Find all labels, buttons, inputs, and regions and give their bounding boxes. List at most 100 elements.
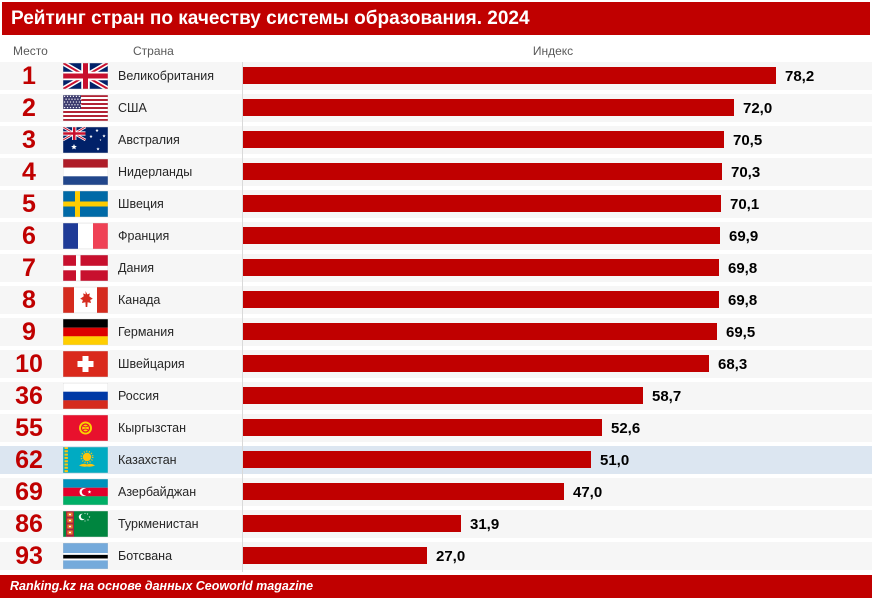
rank-cell: 69 bbox=[15, 478, 43, 506]
index-bar bbox=[243, 355, 709, 372]
index-value: 52,6 bbox=[611, 420, 641, 437]
table-row: 4 Нидерланды 70,3 bbox=[0, 158, 872, 186]
country-label: Канада bbox=[118, 293, 161, 307]
table-row: 1 Великобритания 78,2 bbox=[0, 62, 872, 90]
table-row: 9 Германия 69,5 bbox=[0, 318, 872, 346]
index-value: 70,3 bbox=[731, 164, 761, 181]
country-label: Россия bbox=[118, 389, 159, 403]
page-title: Рейтинг стран по качеству системы образо… bbox=[11, 8, 530, 29]
table-row: 5 Швеция 70,1 bbox=[0, 190, 872, 218]
country-label: Великобритания bbox=[118, 69, 214, 83]
flag-bw-icon bbox=[63, 543, 108, 569]
index-bar bbox=[243, 547, 427, 564]
table-row: 93 Ботсвана 27,0 bbox=[0, 542, 872, 570]
rank-cell: 55 bbox=[15, 414, 43, 442]
flag-ch-icon bbox=[63, 351, 108, 377]
rank-cell: 5 bbox=[22, 190, 36, 218]
table-row: 10 Швейцария 68,3 bbox=[0, 350, 872, 378]
rank-cell: 7 bbox=[22, 254, 36, 282]
index-bar bbox=[243, 483, 564, 500]
ranking-table: 1 Великобритания 78,2 2 США 72,0 3 Австр… bbox=[0, 62, 872, 574]
rank-cell: 6 bbox=[22, 222, 36, 250]
rank-cell: 10 bbox=[15, 350, 43, 378]
table-row: 3 Австралия 70,5 bbox=[0, 126, 872, 154]
rank-cell: 8 bbox=[22, 286, 36, 314]
country-label: Кыргызстан bbox=[118, 421, 187, 435]
country-label: Нидерланды bbox=[118, 165, 193, 179]
flag-tm-icon bbox=[63, 511, 108, 537]
rank-cell: 3 bbox=[22, 126, 36, 154]
table-row: 86 Туркменистан 31,9 bbox=[0, 510, 872, 538]
country-label: Германия bbox=[118, 325, 175, 339]
column-header-index: Индекс bbox=[532, 44, 574, 58]
index-bar bbox=[243, 291, 719, 308]
country-label: Австралия bbox=[118, 133, 180, 147]
index-value: 27,0 bbox=[436, 548, 466, 565]
index-bar bbox=[243, 419, 602, 436]
table-row: 36 Россия 58,7 bbox=[0, 382, 872, 410]
flag-se-icon bbox=[63, 191, 108, 217]
index-bar bbox=[243, 323, 717, 340]
index-bar bbox=[243, 259, 719, 276]
index-bar bbox=[243, 451, 591, 468]
rank-cell: 93 bbox=[15, 542, 43, 570]
rank-cell: 4 bbox=[22, 158, 36, 186]
table-row: 8 Канада 69,8 bbox=[0, 286, 872, 314]
country-label: Ботсвана bbox=[118, 549, 173, 563]
index-bar bbox=[243, 227, 720, 244]
table-row: 69 Азербайджан 47,0 bbox=[0, 478, 872, 506]
country-label: Казахстан bbox=[118, 453, 177, 467]
rank-cell: 36 bbox=[15, 382, 43, 410]
source-bar: Ranking.kz на основе данных Ceoworld mag… bbox=[0, 575, 872, 598]
country-label: США bbox=[118, 101, 147, 115]
rank-cell: 9 bbox=[22, 318, 36, 346]
flag-ca-icon bbox=[63, 287, 108, 313]
flag-az-icon bbox=[63, 479, 108, 505]
index-value: 69,8 bbox=[728, 260, 758, 277]
country-label: Дания bbox=[118, 261, 155, 275]
index-value: 58,7 bbox=[652, 388, 682, 405]
flag-au-icon bbox=[63, 127, 108, 153]
rank-cell: 1 bbox=[22, 62, 36, 90]
country-label: Швеция bbox=[118, 197, 164, 211]
flag-kz-icon bbox=[63, 447, 108, 473]
table-row: 6 Франция 69,9 bbox=[0, 222, 872, 250]
index-value: 69,8 bbox=[728, 292, 758, 309]
flag-dk-icon bbox=[63, 255, 108, 281]
index-value: 68,3 bbox=[718, 356, 748, 373]
index-bar bbox=[243, 195, 721, 212]
country-label: Туркменистан bbox=[118, 517, 199, 531]
title-bar: Рейтинг стран по качеству системы образо… bbox=[2, 2, 870, 35]
table-row: 7 Дания 69,8 bbox=[0, 254, 872, 282]
index-bar bbox=[243, 387, 643, 404]
column-header-country: Страна bbox=[133, 44, 174, 58]
rank-cell: 62 bbox=[15, 446, 43, 474]
source-credit: Ranking.kz на основе данных Ceoworld mag… bbox=[10, 579, 314, 593]
flag-de-icon bbox=[63, 319, 108, 345]
index-bar bbox=[243, 163, 722, 180]
index-value: 31,9 bbox=[470, 516, 500, 533]
index-bar bbox=[243, 67, 776, 84]
country-label: Швейцария bbox=[118, 357, 185, 371]
flag-ru-icon bbox=[63, 383, 108, 409]
index-bar bbox=[243, 515, 461, 532]
column-header-place: Место bbox=[13, 44, 48, 58]
table-row: 62 Казахстан 51,0 bbox=[0, 446, 872, 474]
table-row: 55 Кыргызстан 52,6 bbox=[0, 414, 872, 442]
rank-cell: 2 bbox=[22, 94, 36, 122]
flag-gb-icon bbox=[63, 63, 108, 89]
rank-cell: 86 bbox=[15, 510, 43, 538]
index-value: 51,0 bbox=[600, 452, 630, 469]
index-value: 47,0 bbox=[573, 484, 603, 501]
table-row: 2 США 72,0 bbox=[0, 94, 872, 122]
flag-fr-icon bbox=[63, 223, 108, 249]
index-bar bbox=[243, 131, 724, 148]
flag-nl-icon bbox=[63, 159, 108, 185]
country-label: Франция bbox=[118, 229, 170, 243]
index-value: 72,0 bbox=[743, 100, 773, 117]
index-value: 70,1 bbox=[730, 196, 760, 213]
index-value: 69,9 bbox=[729, 228, 759, 245]
index-bar bbox=[243, 99, 734, 116]
flag-us-icon bbox=[63, 95, 108, 121]
